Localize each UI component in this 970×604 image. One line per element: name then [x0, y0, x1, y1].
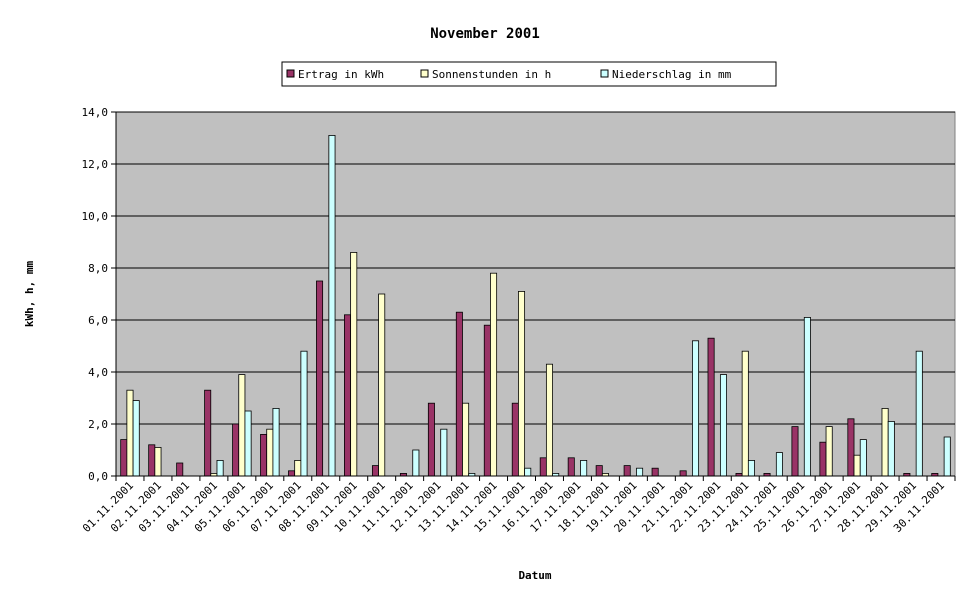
bar-2 — [462, 402, 470, 477]
bar-1 — [679, 470, 687, 477]
bar-3 — [692, 340, 700, 477]
bar-1 — [847, 418, 855, 477]
bar-1 — [707, 337, 715, 477]
bar-3 — [719, 374, 727, 477]
bar-1 — [819, 441, 827, 477]
bar-2 — [518, 290, 526, 477]
plot-area — [115, 111, 956, 477]
legend-box — [281, 61, 777, 87]
y-axis-label: kWh, h, mm — [23, 261, 36, 328]
chart-title: November 2001 — [430, 26, 540, 42]
y-tick-label: 4,0 — [88, 366, 108, 379]
bar-2 — [853, 454, 861, 477]
bar-1 — [651, 467, 659, 477]
bar-3 — [859, 439, 867, 477]
bar-1 — [511, 402, 519, 477]
bar-1 — [288, 470, 296, 477]
bar-3 — [440, 428, 448, 477]
bar-3 — [887, 420, 895, 477]
bar-2 — [825, 426, 833, 477]
bar-2 — [294, 459, 302, 477]
bar-1 — [204, 389, 212, 477]
bar-1 — [176, 462, 184, 477]
legend-label: Niederschlag in mm — [612, 68, 732, 81]
x-axis-label: Datum — [518, 569, 551, 582]
bar-1 — [316, 280, 324, 477]
y-tick-label: 12,0 — [82, 158, 109, 171]
bar-2 — [490, 272, 498, 477]
bar-3 — [915, 350, 923, 477]
bar-1 — [232, 423, 240, 477]
bar-1 — [623, 465, 631, 477]
bar-1 — [595, 465, 603, 477]
bar-1 — [427, 402, 435, 477]
bar-1 — [371, 465, 379, 477]
bar-3 — [775, 452, 783, 477]
bar-1 — [567, 457, 575, 477]
bar-2 — [378, 293, 386, 477]
legend: Ertrag in kWh Sonnenstunden in h Niedersch… — [281, 61, 777, 87]
bar-1 — [455, 311, 463, 477]
bar-3 — [636, 467, 644, 477]
bar-3 — [580, 459, 588, 477]
bar-3 — [943, 436, 951, 477]
bar-2 — [126, 389, 134, 477]
bar-3 — [272, 407, 280, 477]
bar-1 — [148, 444, 156, 477]
bar-3 — [244, 410, 252, 477]
bar-1 — [483, 324, 491, 477]
legend-swatch — [420, 69, 429, 78]
legend-swatch — [600, 69, 609, 78]
legend-swatch — [286, 69, 295, 78]
bar-3 — [524, 467, 532, 477]
y-tick-label: 14,0 — [82, 106, 109, 119]
y-tick-label: 2,0 — [88, 418, 108, 431]
bar-1 — [539, 457, 547, 477]
legend-label: Ertrag in kWh — [298, 68, 384, 81]
bar-1 — [260, 433, 268, 477]
bar-1 — [791, 426, 799, 477]
bar-2 — [741, 350, 749, 477]
legend-label: Sonnenstunden in h — [432, 68, 551, 81]
bar-1 — [344, 314, 352, 477]
gridlines — [116, 111, 955, 477]
y-tick-label: 10,0 — [82, 210, 109, 223]
bar-1 — [120, 439, 128, 477]
bar-3 — [747, 459, 755, 477]
bar-3 — [412, 449, 420, 477]
bar-2 — [238, 374, 246, 477]
bar-3 — [216, 459, 224, 477]
bar-2 — [350, 251, 358, 477]
y-tick-label: 8,0 — [88, 262, 108, 275]
bar-3 — [132, 400, 140, 477]
bar-2 — [545, 363, 553, 477]
y-tick-label: 6,0 — [88, 314, 108, 327]
bar-2 — [266, 428, 274, 477]
bar-3 — [300, 350, 308, 477]
bar-3 — [328, 134, 336, 477]
bar-3 — [803, 316, 811, 477]
x-axis-ticks: 01.11.200102.11.200103.11.200104.11.2001… — [80, 476, 956, 535]
y-tick-label: 0,0 — [88, 470, 108, 483]
bar-2 — [154, 446, 162, 477]
bar-2 — [881, 407, 889, 477]
